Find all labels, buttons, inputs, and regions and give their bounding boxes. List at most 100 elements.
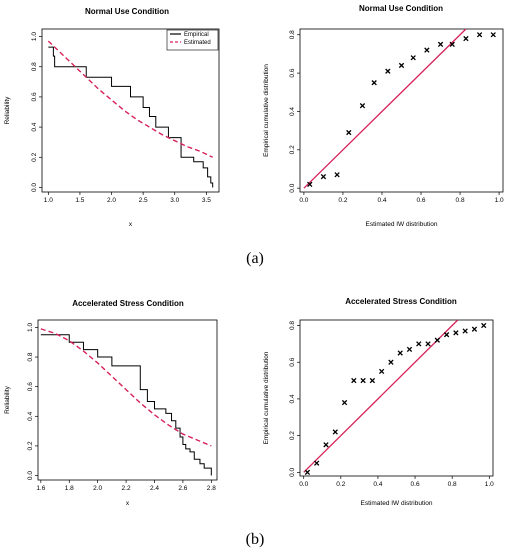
data-point [341,399,348,406]
chart-a-right: 0.0 0.2 0.4 0.6 0.8 1.0 0.0 0.2 0.4 0.6 0.8 Normal … [263,4,504,228]
x-tick-label: 2.4 [150,485,159,492]
y-tick-label: 0.6 [27,382,34,391]
data-point [398,62,405,69]
x-tick-label: 1.5 [75,197,84,204]
x-axis-label: x [126,500,130,507]
data-point [320,173,327,180]
estimated-curve [40,328,212,447]
y-tick-label: 0.4 [31,122,38,131]
legend-box [166,29,219,51]
data-point [314,460,320,466]
x-axis-label: Estimated IW distribution [366,221,438,228]
data-point [410,55,416,61]
plot-frame [299,319,494,477]
y-tick-label: 0.8 [27,352,34,361]
y-tick-label: 0.4 [289,394,296,403]
x-tick-label: 1.0 [44,197,53,204]
x-tick-label: 2.8 [207,485,216,492]
data-point [378,368,385,375]
x-tick-label: 0.0 [299,481,308,488]
chart-title: Accelerated Stress Condition [72,299,184,308]
data-point [388,359,394,365]
x-tick-label: 2.6 [178,485,187,492]
data-point [449,41,455,48]
data-point [463,35,469,42]
y-tick-label: 0.4 [27,411,34,420]
caption-a: (a) [246,250,264,267]
data-point [443,332,450,338]
chart-title: Accelerated Stress Condition [345,297,457,306]
legend-label: Empirical [184,32,209,38]
data-point [453,330,459,336]
x-tick-label: 0.2 [338,197,347,204]
data-point [424,47,430,53]
data-point [351,377,357,384]
x-tick-label: 2.0 [93,485,102,492]
data-point [481,322,487,329]
y-tick-label: 0.0 [31,183,38,192]
plot-frame [41,28,220,193]
data-point [490,32,496,38]
x-tick-label: 0.6 [416,197,425,204]
data-point [434,337,440,343]
data-point [416,341,422,347]
data-point [346,129,352,136]
x-tick-label: 2.2 [122,485,131,492]
empirical-step-line [40,334,212,476]
chart-title: Normal Use Condition [359,4,443,13]
data-point [359,103,366,109]
x-tick-label: 0.8 [448,481,457,488]
x-tick-label: 2.0 [107,197,116,204]
y-tick-label: 0.2 [27,441,34,450]
data-point [471,326,478,332]
x-tick-label: 0.2 [336,481,345,488]
data-point [425,341,431,347]
x-tick-label: 3.0 [170,197,179,204]
x-tick-label: 0.0 [299,197,308,204]
y-tick-label: 0.2 [289,431,296,440]
x-tick-label: 0.6 [411,481,420,488]
caption-b: (b) [246,531,265,548]
y-tick-label: 0.6 [289,357,296,366]
y-tick-label: 0.0 [289,467,296,476]
data-point [369,377,376,384]
chart-title: Normal Use Condition [85,7,169,16]
x-tick-label: 0.4 [377,197,386,204]
data-point [307,181,313,187]
x-tick-label: 0.4 [373,481,382,488]
x-tick-label: 0.8 [456,197,465,204]
x-axis-label: Estimated IW distribution [361,500,433,507]
x-tick-label: 1.6 [36,485,45,492]
x-tick-label: 2.5 [139,197,148,204]
reference-line [303,28,467,189]
empirical-step-line [48,46,214,188]
legend-label: Estimated [184,40,211,46]
estimated-curve [47,40,213,158]
legend: Empirical Estimated [166,29,219,51]
chart-b-right: 0.0 0.2 0.4 0.6 0.8 1.0 0.0 0.2 0.4 0.6 0.8 Acceler… [263,297,494,507]
data-point [334,172,340,178]
data-point [476,32,483,38]
y-tick-label: 0.8 [289,321,296,330]
y-tick-label: 1.0 [27,323,34,332]
x-tick-label: 3.5 [202,197,211,204]
x-tick-label: 1.0 [485,481,494,488]
y-tick-label: 0.6 [289,68,296,77]
y-axis-label: Empirical cumulative distribution [263,64,270,157]
data-point [332,429,338,435]
chart-a-left: 1.0 1.5 2.0 2.5 3.0 3.5 0.0 0.2 0.4 0.6 0.8 1.0 Norm… [4,7,220,228]
y-tick-label: 0.0 [289,183,296,192]
y-tick-label: 0.2 [289,145,296,154]
plot-frame [299,28,504,193]
plot-frame [37,319,218,481]
data-point [304,469,311,475]
y-axis-label: Reliability [4,96,11,125]
y-tick-label: 0.0 [27,471,34,480]
x-axis-label: x [129,221,133,228]
y-axis-label: Empirical cumulative distribution [263,351,270,444]
y-axis-label: Reliability [4,385,11,414]
y-tick-label: 1.0 [31,32,38,41]
data-point [323,442,329,448]
data-point [385,68,391,74]
